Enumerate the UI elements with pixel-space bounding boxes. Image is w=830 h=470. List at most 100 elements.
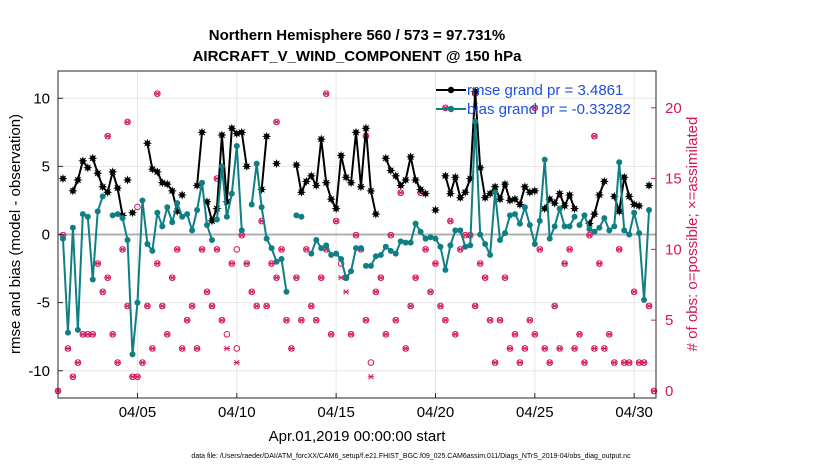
obs-assimilated-marker bbox=[179, 345, 186, 352]
rmse-point bbox=[212, 204, 222, 214]
obs-assimilated-marker bbox=[561, 260, 568, 267]
bias-point bbox=[521, 204, 528, 211]
obs-assimilated-marker bbox=[318, 274, 325, 281]
obs-assimilated-marker bbox=[293, 274, 300, 281]
obs-assimilated-marker bbox=[571, 345, 578, 352]
bias-point bbox=[516, 220, 523, 227]
bias-series-line bbox=[215, 144, 243, 231]
bias-point bbox=[561, 223, 568, 230]
rmse-point bbox=[177, 190, 187, 200]
bias-point bbox=[263, 235, 270, 242]
bias-point bbox=[392, 250, 399, 257]
obs-assimilated-marker bbox=[74, 359, 81, 366]
bias-point bbox=[258, 204, 265, 211]
rmse-point bbox=[381, 153, 391, 163]
rmse-point bbox=[88, 153, 98, 163]
obs-assimilated-marker bbox=[457, 246, 464, 253]
obs-assimilated-marker bbox=[372, 289, 379, 295]
bias-point bbox=[79, 211, 86, 218]
obs-assimilated-marker bbox=[392, 317, 399, 323]
bias-point bbox=[641, 296, 648, 303]
bias-point bbox=[427, 234, 434, 241]
bias-point bbox=[447, 242, 454, 249]
rmse-point bbox=[262, 131, 272, 141]
bias-point bbox=[502, 230, 509, 237]
obs-assimilated-marker bbox=[124, 119, 131, 125]
bias-point bbox=[581, 212, 588, 219]
obs-possible-marker bbox=[233, 246, 241, 253]
bias-point bbox=[84, 213, 91, 220]
obs-assimilated-marker bbox=[203, 289, 211, 295]
bias-point bbox=[109, 212, 116, 219]
bias-point bbox=[482, 241, 489, 248]
y-axis-label-right: # of obs: o=possible; ×=assimilated bbox=[684, 117, 701, 352]
bias-point bbox=[238, 227, 245, 234]
rmse-point bbox=[331, 204, 341, 214]
obs-assimilated-marker bbox=[159, 303, 166, 309]
bias-point bbox=[298, 213, 305, 220]
obs-assimilated-marker bbox=[496, 317, 504, 323]
bias-point bbox=[442, 266, 449, 273]
rmse-series-line bbox=[240, 132, 248, 167]
legend-bias-label: bias grand pr = -0.33282 bbox=[467, 101, 631, 118]
rmse-point bbox=[510, 194, 520, 204]
x-tick-label: 04/10 bbox=[218, 404, 256, 421]
obs-assimilated-marker bbox=[238, 232, 245, 238]
obs-assimilated-marker bbox=[333, 218, 340, 224]
bias-point bbox=[59, 235, 66, 242]
bias-point bbox=[114, 211, 121, 218]
rmse-point bbox=[301, 176, 311, 186]
y-tick-label: -5 bbox=[37, 295, 50, 312]
bias-point bbox=[293, 212, 300, 219]
y-right-tick-label: 15 bbox=[665, 171, 682, 188]
bias-point bbox=[89, 276, 96, 283]
obs-assimilated-marker bbox=[248, 289, 255, 295]
rmse-point bbox=[500, 179, 510, 189]
bias-point bbox=[551, 223, 558, 230]
rmse-point bbox=[525, 187, 535, 197]
bias-point bbox=[213, 216, 220, 223]
rmse-point bbox=[232, 129, 242, 139]
rmse-point bbox=[157, 178, 167, 188]
obs-assimilated-marker bbox=[591, 345, 598, 352]
obs-assimilated-marker bbox=[382, 331, 389, 338]
rmse-point bbox=[306, 171, 316, 181]
obs-assimilated-marker bbox=[213, 246, 221, 253]
bias-point bbox=[189, 227, 196, 234]
x-tick-label: 04/15 bbox=[317, 404, 355, 421]
y-axis-label: rmse and bias (model - observation) bbox=[7, 114, 24, 354]
x-tick-label: 04/30 bbox=[615, 404, 653, 421]
bias-point bbox=[377, 251, 384, 258]
bias-point bbox=[124, 236, 131, 243]
obs-assimilated-marker bbox=[243, 260, 250, 267]
obs-assimilated-marker bbox=[422, 246, 429, 253]
obs-assimilated-marker bbox=[273, 274, 280, 281]
bias-point bbox=[526, 221, 533, 228]
rmse-point bbox=[316, 134, 326, 144]
bias-point bbox=[412, 220, 419, 227]
obs-assimilated-marker bbox=[149, 345, 156, 352]
bias-point bbox=[432, 235, 439, 242]
obs-assimilated-marker bbox=[452, 331, 459, 338]
legend-rmse-marker bbox=[447, 86, 455, 94]
obs-assimilated-marker bbox=[298, 317, 305, 323]
obs-assimilated-marker bbox=[576, 331, 583, 338]
obs-assimilated-marker bbox=[611, 359, 618, 366]
obs-assimilated-marker bbox=[174, 246, 181, 253]
rmse-point bbox=[480, 193, 490, 203]
bias-point bbox=[566, 223, 573, 230]
obs-assimilated-marker bbox=[397, 189, 404, 196]
obs-assimilated-marker bbox=[601, 345, 608, 352]
obs-assimilated-marker bbox=[531, 105, 538, 111]
bias-point bbox=[536, 217, 543, 224]
bias-point bbox=[631, 209, 638, 216]
series-lines bbox=[58, 86, 654, 358]
bias-point bbox=[616, 159, 623, 166]
bias-point bbox=[164, 204, 171, 211]
obs-assimilated-marker bbox=[427, 289, 434, 295]
obs-assimilated-marker bbox=[164, 331, 171, 338]
rmse-point bbox=[415, 184, 426, 195]
obs-assimilated-marker bbox=[223, 345, 230, 352]
obs-assimilated-marker bbox=[407, 303, 414, 309]
rmse-point bbox=[550, 198, 560, 208]
